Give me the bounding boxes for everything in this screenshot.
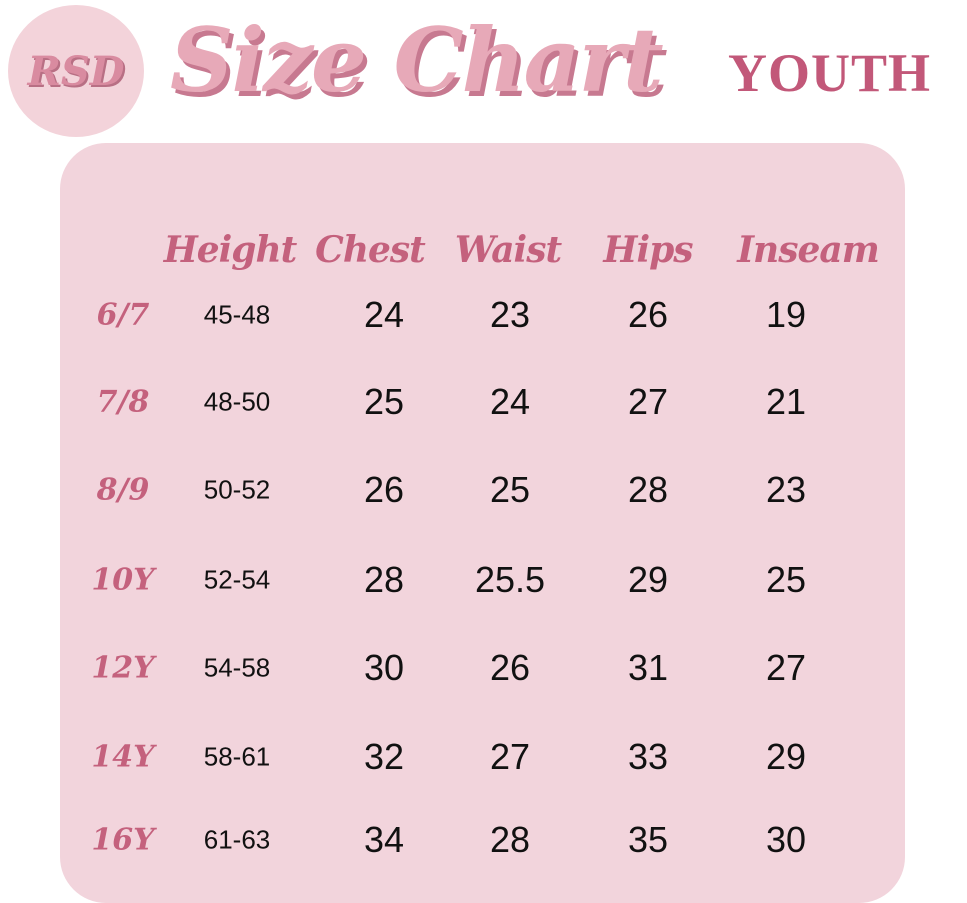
cell-size: 6/7	[96, 297, 150, 333]
cell-height: 52-54	[203, 564, 271, 595]
cell-waist: 24	[489, 381, 531, 422]
cell-inseam: 27	[765, 647, 807, 688]
cell-chest: 32	[363, 736, 405, 777]
cell-size: 8/9	[96, 472, 150, 508]
cell-waist: 26	[489, 647, 531, 688]
cell-chest: 25	[363, 381, 405, 422]
cell-waist: 25.5	[474, 559, 546, 600]
cell-waist: 25	[489, 469, 531, 510]
cell-chest: 26	[363, 469, 405, 510]
cell-height: 45-48	[203, 299, 271, 330]
cell-chest: 28	[363, 559, 405, 600]
column-header: Chest	[315, 229, 426, 271]
column-header: Inseam	[737, 229, 880, 271]
page-title: Size Chart	[170, 8, 664, 112]
cell-chest: 30	[363, 647, 405, 688]
cell-chest: 24	[363, 294, 405, 335]
cell-hips: 33	[627, 736, 669, 777]
cell-size: 10Y	[91, 562, 155, 598]
cell-size: 14Y	[91, 739, 155, 775]
cell-waist: 27	[489, 736, 531, 777]
column-header: Height	[163, 229, 298, 271]
cell-hips: 28	[627, 469, 669, 510]
cell-height: 54-58	[203, 652, 271, 683]
column-header: Hips	[603, 229, 693, 271]
cell-height: 61-63	[203, 824, 271, 855]
cell-inseam: 29	[765, 736, 807, 777]
page-subtitle: YOUTH	[728, 43, 932, 103]
column-header: Waist	[454, 229, 562, 271]
size-table-card	[60, 143, 905, 903]
cell-inseam: 25	[765, 559, 807, 600]
cell-hips: 26	[627, 294, 669, 335]
cell-waist: 28	[489, 819, 531, 860]
logo: RSD	[8, 5, 144, 137]
cell-size: 12Y	[91, 650, 155, 686]
cell-inseam: 19	[765, 294, 807, 335]
cell-height: 48-50	[203, 386, 271, 417]
cell-hips: 27	[627, 381, 669, 422]
cell-inseam: 21	[765, 381, 807, 422]
cell-chest: 34	[363, 819, 405, 860]
cell-inseam: 30	[765, 819, 807, 860]
cell-waist: 23	[489, 294, 531, 335]
cell-size: 7/8	[96, 384, 150, 420]
cell-hips: 31	[627, 647, 669, 688]
logo-text: RSD	[27, 47, 125, 95]
cell-inseam: 23	[765, 469, 807, 510]
cell-hips: 35	[627, 819, 669, 860]
cell-height: 58-61	[203, 741, 271, 772]
cell-size: 16Y	[91, 822, 155, 858]
cell-hips: 29	[627, 559, 669, 600]
cell-height: 50-52	[203, 474, 271, 505]
